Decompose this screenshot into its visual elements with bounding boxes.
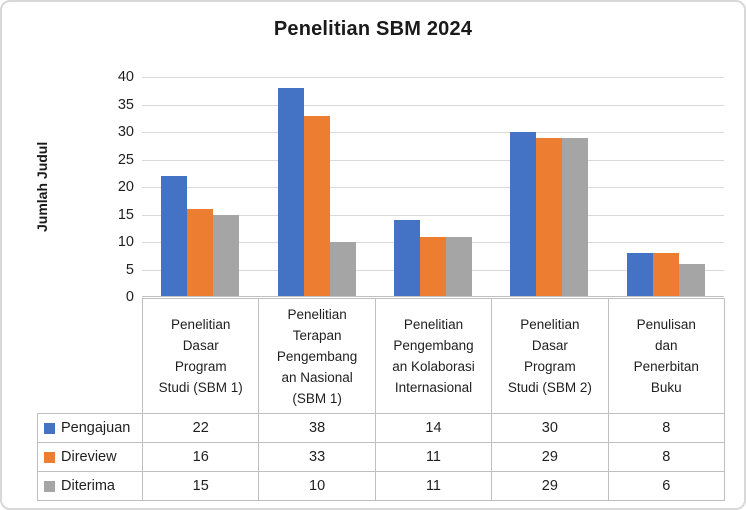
gridline: [142, 214, 724, 216]
category-label-line: Studi (SBM 1): [158, 380, 243, 395]
category-label-line: Buku: [650, 380, 682, 395]
x-axis-line: [142, 296, 724, 297]
category-label-line: Dasar: [531, 338, 568, 353]
bar-diterima-3: [446, 236, 473, 297]
chart-title: Penelitian SBM 2024: [273, 18, 473, 40]
bar-group: [491, 77, 607, 297]
category-label-line: Internasional: [394, 380, 473, 395]
legend-cell-direview: Direview: [37, 442, 143, 472]
y-tick-label: 5: [125, 261, 134, 278]
y-axis-ticks: 0 5 10 15 20 25 30 35 40: [2, 2, 134, 508]
y-tick-label: 30: [117, 124, 134, 140]
value-direview-1: 16: [141, 442, 260, 472]
value-diterima-2: 10: [258, 471, 376, 501]
bar-pengajuan-4: [510, 132, 537, 297]
plot-area: [142, 77, 724, 297]
table-row-pengajuan: Pengajuan 22 38 14 30 8: [37, 413, 725, 443]
data-table: Penelitian Dasar Program Studi (SBM 1) Penel…: [37, 298, 725, 501]
legend-swatch-icon: [44, 451, 55, 463]
y-tick-label: 40: [117, 69, 134, 85]
legend-label: Diterima: [61, 478, 115, 494]
category-label-line: an Nasional: [281, 369, 353, 385]
y-tick-label: 10: [117, 234, 134, 250]
y-tick-label: 15: [117, 206, 134, 223]
category-label-line: Penelitian: [287, 306, 347, 322]
category-label-2: Penelitian Terapan Pengembang an Nasional (S…: [258, 298, 376, 414]
value-pengajuan-3: 14: [374, 413, 493, 443]
bar-pengajuan-1: [161, 176, 188, 297]
category-label-4: Penelitian Dasar Program Studi (SBM 2): [491, 298, 609, 414]
bar-direview-4: [536, 137, 563, 297]
y-tick-label: 25: [117, 151, 134, 168]
category-label-line: dan: [654, 338, 678, 353]
bar-diterima-5: [678, 264, 705, 297]
category-label-line: (SBM 1): [292, 390, 342, 406]
bar-direview-2: [303, 115, 330, 297]
value-pengajuan-2: 38: [258, 413, 376, 443]
category-label-line: Penelitian: [171, 317, 231, 332]
y-tick-label: 35: [117, 96, 134, 113]
category-label-line: Pengembang: [276, 348, 358, 364]
category-label-3: Penelitian Pengembang an Kolaborasi Interna…: [374, 298, 493, 414]
legend-swatch-icon: [44, 422, 55, 434]
gridline: [142, 104, 724, 106]
category-label-line: Penelitian: [403, 317, 464, 332]
legend-key: Pengajuan: [38, 420, 142, 436]
bar-groups: [142, 77, 724, 297]
legend-key: Diterima: [38, 478, 142, 494]
gridline: [142, 77, 724, 78]
category-label-line: Pengembang: [393, 338, 474, 353]
category-label-1: Penelitian Dasar Program Studi (SBM 1): [141, 298, 260, 414]
table-row-direview: Direview 16 33 11 29 8: [37, 442, 725, 472]
bar-direview-5: [652, 253, 679, 297]
bar-group: [258, 77, 374, 297]
category-label-line: Penerbitan: [633, 359, 699, 374]
bar-pengajuan-5: [626, 253, 653, 297]
category-label-line: Studi (SBM 2): [507, 380, 592, 395]
value-direview-2: 33: [258, 442, 376, 472]
value-pengajuan-1: 22: [141, 413, 260, 443]
category-label-line: Program: [523, 359, 576, 374]
value-direview-5: 8: [607, 442, 725, 472]
value-diterima-4: 29: [491, 471, 609, 501]
bar-direview-3: [420, 236, 447, 297]
gridline: [142, 187, 724, 188]
legend-swatch-icon: [44, 480, 55, 492]
value-direview-4: 29: [491, 442, 609, 472]
table-corner-cell: [38, 299, 143, 414]
bar-diterima-2: [329, 242, 356, 297]
legend-label: Direview: [61, 449, 117, 465]
bar-diterima-1: [213, 214, 240, 297]
category-label-line: Penelitian: [520, 317, 580, 332]
category-label-5: Penulisan dan Penerbitan Buku: [607, 298, 725, 414]
value-diterima-1: 15: [141, 471, 260, 501]
category-label-line: an Kolaborasi: [392, 359, 475, 374]
value-pengajuan-5: 8: [607, 413, 725, 443]
value-diterima-3: 11: [374, 471, 493, 501]
bar-group: [142, 77, 258, 297]
y-tick-label: 20: [117, 179, 134, 195]
legend-key: Direview: [38, 449, 142, 465]
category-label-line: Penulisan: [636, 317, 696, 332]
value-pengajuan-4: 30: [491, 413, 609, 443]
bar-pengajuan-3: [394, 220, 421, 297]
bar-diterima-4: [562, 137, 589, 297]
legend-label: Pengajuan: [61, 420, 131, 436]
bar-pengajuan-2: [277, 88, 304, 297]
gridline: [142, 159, 724, 161]
value-direview-3: 11: [374, 442, 493, 472]
bar-group: [608, 77, 724, 297]
bar-group: [375, 77, 491, 297]
category-label-line: Dasar: [182, 338, 219, 353]
legend-cell-diterima: Diterima: [37, 471, 143, 501]
value-diterima-5: 6: [607, 471, 725, 501]
category-label-line: Program: [174, 359, 227, 374]
bar-direview-1: [187, 209, 214, 297]
y-tick-label: 0: [125, 289, 134, 305]
table-row-diterima: Diterima 15 10 11 29 6: [37, 471, 725, 501]
category-label-line: Terapan: [292, 327, 342, 343]
gridline: [142, 132, 724, 133]
legend-cell-pengajuan: Pengajuan: [37, 413, 143, 443]
